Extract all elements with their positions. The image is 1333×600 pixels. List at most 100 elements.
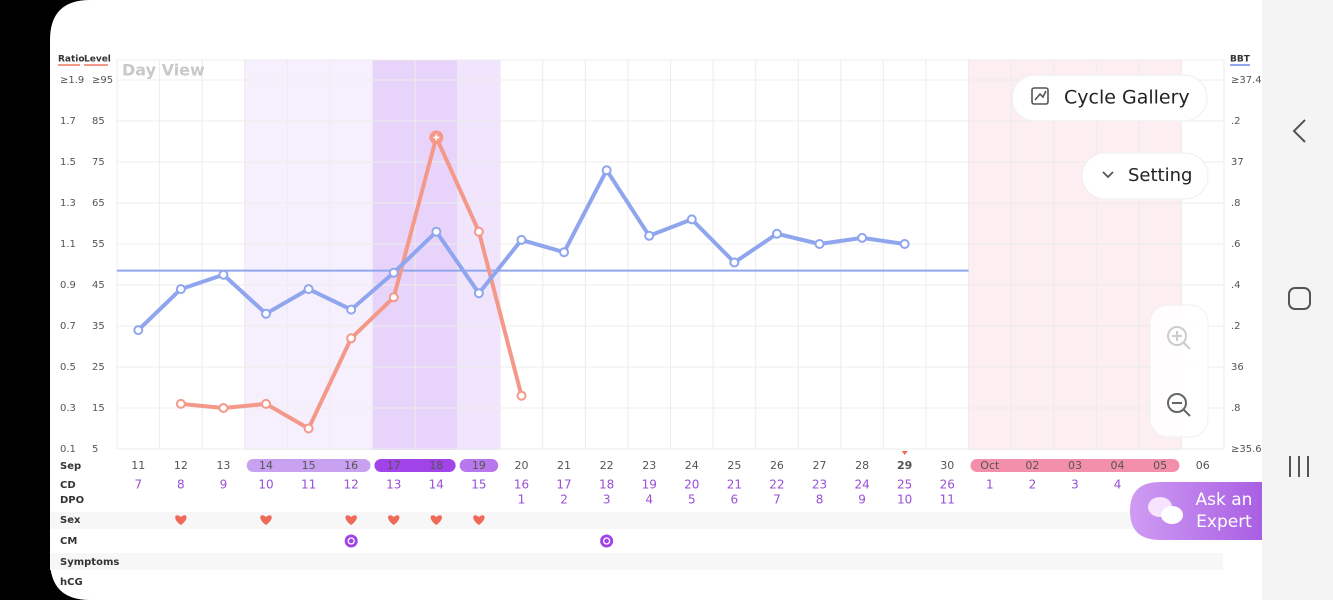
dpo-label: 4 xyxy=(645,493,653,507)
date-label: 14 xyxy=(259,459,273,472)
date-label: 17 xyxy=(387,459,401,472)
cm-icon xyxy=(600,534,614,548)
bbt-point xyxy=(771,228,782,239)
heart-icon xyxy=(388,515,400,525)
date-label: 29 xyxy=(897,459,912,472)
button-label[interactable]: Setting xyxy=(1128,165,1192,186)
date-label: 06 xyxy=(1196,459,1210,472)
gallery-icon xyxy=(1031,87,1049,105)
cd-label: 11 xyxy=(301,478,316,492)
ratio-tick-label: 1.5 xyxy=(60,157,76,168)
button-label[interactable]: Cycle Gallery xyxy=(1064,87,1190,109)
level-point xyxy=(516,390,527,401)
zoom-panel xyxy=(1149,304,1209,438)
grid: ≥95 85 75 65 55 45 35 25 15 5 ≥1.9 1.7 1.5 1.3 1.1 0.9 0… xyxy=(60,59,1262,455)
date-highlight xyxy=(459,459,499,472)
level-tick-label: 85 xyxy=(92,116,105,127)
cd-label: 9 xyxy=(220,478,228,492)
fertile-window xyxy=(458,60,500,450)
cm-icon-detail xyxy=(602,537,611,545)
view-label: Day View xyxy=(122,61,205,80)
bbt-tick-label: .8 xyxy=(1231,403,1241,414)
cycle-gallery-button[interactable]: Cycle Gallery xyxy=(1011,74,1208,122)
cd-label: 17 xyxy=(556,478,571,492)
date-label: 19 xyxy=(472,459,486,472)
dpo-label: 10 xyxy=(897,493,912,507)
cd-label: 8 xyxy=(177,478,185,492)
bbt-point xyxy=(814,239,825,249)
cd-label: 21 xyxy=(727,478,742,492)
zoom-out[interactable] xyxy=(1183,409,1191,417)
chat-icon xyxy=(1161,506,1183,524)
date-label: 26 xyxy=(770,459,784,472)
dpo-label: 5 xyxy=(688,493,696,507)
zoom-in[interactable] xyxy=(1167,326,1187,346)
zoom-in[interactable] xyxy=(1172,331,1182,341)
date-label: 12 xyxy=(174,459,188,472)
ratio-tick-label: 0.7 xyxy=(60,321,76,332)
cd-label: 14 xyxy=(429,478,444,492)
ratio-tick-label: 0.1 xyxy=(60,444,76,455)
cm-icon xyxy=(344,534,358,548)
chevron-icon xyxy=(1102,171,1114,179)
button-bg[interactable] xyxy=(1081,152,1209,200)
cd-label: 23 xyxy=(812,478,827,492)
date-highlight xyxy=(970,459,1180,472)
row-label: CD xyxy=(60,480,76,491)
heart-icon xyxy=(345,515,357,525)
cd-label: 15 xyxy=(471,478,486,492)
bbt-tick-label: .6 xyxy=(1231,239,1241,250)
row-label: Symptoms xyxy=(60,557,119,568)
heart-icon xyxy=(260,515,272,525)
bbt-point xyxy=(218,269,229,280)
zoom-in[interactable] xyxy=(1183,342,1191,350)
bbt-point xyxy=(601,165,612,176)
level-tick-label: 55 xyxy=(92,239,105,250)
date-label: 22 xyxy=(600,459,614,472)
ask-expert-button[interactable]: Ask an Expert xyxy=(1130,482,1262,540)
dpo-label: 6 xyxy=(731,493,739,507)
zoom-out[interactable] xyxy=(1167,393,1187,413)
row-label: Sex xyxy=(60,515,81,526)
peak-icon xyxy=(433,134,440,141)
period-prediction xyxy=(968,60,1181,450)
bbt-point xyxy=(303,284,314,295)
ratio-tick-label: 1.1 xyxy=(60,239,76,250)
setting-button[interactable]: Setting xyxy=(1081,152,1209,200)
cd-label: 24 xyxy=(854,478,869,492)
back-button[interactable] xyxy=(1292,119,1306,143)
home-button[interactable] xyxy=(1288,287,1311,310)
dpo-label: 11 xyxy=(940,493,955,507)
level-point xyxy=(388,292,399,303)
cd-label: 10 xyxy=(258,478,273,492)
button-label[interactable]: Ask an xyxy=(1196,490,1253,510)
dpo-label: 2 xyxy=(560,493,568,507)
button-label[interactable]: Expert xyxy=(1196,512,1252,532)
bbt-tick-label: ≥37.4 xyxy=(1231,75,1262,86)
date-label: 15 xyxy=(302,459,316,472)
row-label: DPO xyxy=(60,495,84,506)
level-point xyxy=(218,403,229,413)
bbt-tick-label: ≥35.6 xyxy=(1231,444,1262,455)
cd-label: 19 xyxy=(642,478,657,492)
bbt-point xyxy=(388,267,399,278)
button-bg[interactable] xyxy=(1130,482,1262,540)
bbt-point xyxy=(431,226,442,237)
gallery-icon xyxy=(1034,90,1047,101)
level-point xyxy=(473,226,484,237)
recents-button[interactable] xyxy=(1289,456,1309,477)
date-label: 03 xyxy=(1068,459,1082,472)
date-highlight xyxy=(246,459,371,472)
date-highlight xyxy=(374,459,456,472)
button-bg[interactable] xyxy=(1011,74,1208,122)
cd-label: 13 xyxy=(386,478,401,492)
bbt-point xyxy=(261,308,272,319)
dpo-label: 1 xyxy=(518,493,526,507)
cd-label: 22 xyxy=(769,478,784,492)
bbt-point xyxy=(559,247,570,258)
cd-label: 1 xyxy=(986,478,994,492)
bbt-tick-label: .4 xyxy=(1231,280,1241,291)
row-label: hCG xyxy=(60,577,83,588)
